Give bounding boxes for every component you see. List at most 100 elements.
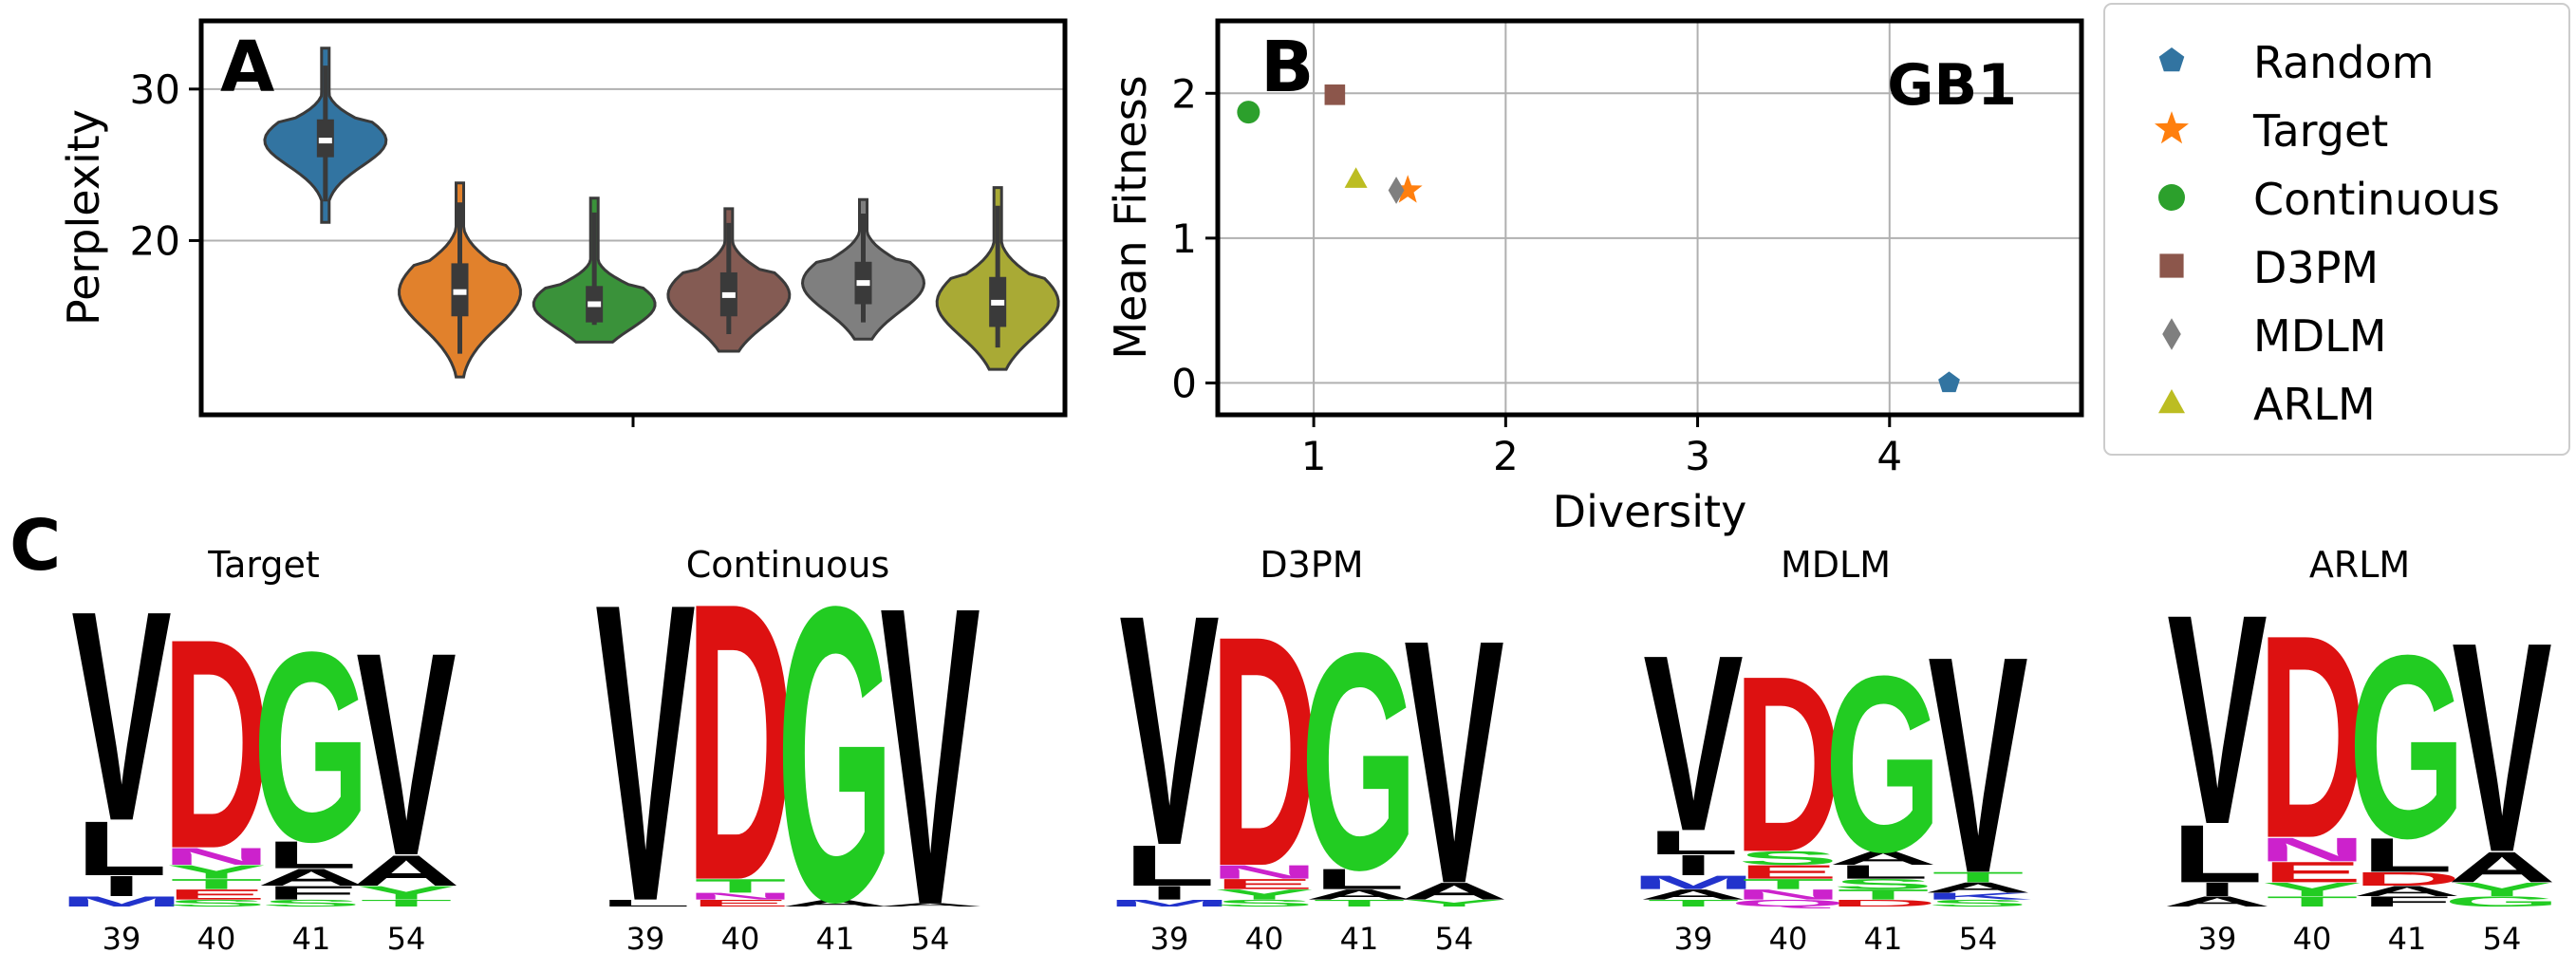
logo-letter: V (2452, 580, 2552, 915)
logo-letter: A (781, 898, 889, 908)
logo-position-label: 39 (1674, 921, 1713, 957)
legend-label-d3pm: D3PM (2253, 242, 2379, 293)
panel-b-xtick-label: 3 (1685, 433, 1710, 479)
legend-marker-d3pm (2159, 253, 2184, 278)
logo-letter: S (1214, 898, 1315, 908)
point-continuous (1237, 101, 1260, 124)
panel-a-violins (263, 47, 1060, 379)
panel-b-letter: B (1260, 27, 1314, 108)
logo-letter: M (1631, 871, 1756, 893)
logo-letter: Y (1404, 898, 1504, 908)
logo-letter: D (2258, 574, 2366, 899)
logo-letter: Y (2262, 879, 2362, 901)
logo-letter: E (2262, 856, 2362, 888)
logo-letter: A (1400, 878, 1508, 906)
panel-b-ytick-label: 0 (1171, 360, 1197, 406)
logo-letter: D (1210, 568, 1318, 935)
logo-title: Target (207, 544, 320, 586)
logo-letter: V (1119, 547, 1220, 914)
legend-label-target: Target (2252, 105, 2388, 157)
logo-letter: G (1300, 589, 1417, 935)
logo-letter: Y (356, 882, 457, 904)
logo-title: MDLM (1781, 544, 1891, 586)
logo-letter: V (1643, 604, 1744, 884)
logo-letter: V (595, 516, 696, 972)
logo-letter: M (1107, 898, 1232, 908)
panel-a-letter: A (220, 27, 274, 108)
logo-letter: S (1928, 898, 2028, 908)
logo-letter: I (2196, 879, 2238, 901)
logo-letter: I (101, 870, 142, 903)
logo-letter: A (2448, 843, 2556, 891)
panel-c-logos: TargetMILV39SETYND40SFALG41TYAV54Continu… (59, 516, 2560, 972)
logo-position-label: 40 (1245, 921, 1284, 957)
panel-c: C TargetMILV39SETYND40SFALG41TYAV54Conti… (9, 505, 2561, 972)
logo-letter: L (1314, 863, 1406, 895)
logo-letter: L (76, 805, 168, 891)
legend-frame (2103, 3, 2570, 456)
logo-letter: N (162, 843, 271, 870)
logo-letter: N (1734, 887, 1842, 903)
logo-letter: T (1743, 876, 1835, 892)
panel-b-ticks: 1 2 3 4 0 1 2 (1171, 70, 1902, 479)
logo-letter: G (776, 519, 893, 972)
logo-letter: A (2163, 893, 2271, 909)
legend-label-continuous: Continuous (2253, 174, 2500, 225)
panel-b-xtick-label: 4 (1876, 433, 1902, 479)
logo-letter: D (162, 576, 271, 911)
logo-letter: A (1829, 848, 1937, 869)
logo-letter: F (2361, 893, 2454, 909)
legend-marker-continuous (2158, 184, 2185, 211)
logo-letter: G (1824, 625, 1941, 905)
logo-letter: V (2167, 551, 2268, 887)
logo-position-label: 41 (292, 921, 331, 957)
logo-position-label: 40 (1769, 921, 1808, 957)
logo-letter: N (1210, 861, 1318, 883)
logo-letter: A (1305, 887, 1413, 903)
panel-a-ytick-label: 30 (130, 66, 180, 113)
logo-title: D3PM (1260, 544, 1363, 586)
point-random (1938, 371, 1960, 393)
legend-label-arlm: ARLM (2253, 379, 2376, 430)
logo-letter: V (880, 519, 980, 972)
logo-letter: Y (166, 861, 267, 883)
logo-letter: Y (1214, 887, 1315, 903)
panel-b-ylabel: Mean Fitness (1105, 75, 1156, 359)
logo-letter: D (1829, 898, 1937, 908)
logo-letter: L (1838, 861, 1930, 883)
logo-letter: V (1928, 592, 2028, 938)
logo-letter: A (1924, 879, 2032, 895)
logo-letter: M (59, 893, 184, 909)
logo-position-label: 54 (911, 921, 950, 957)
panel-b: 1 2 3 4 0 1 2 B GB1 Diversity Mean Fitness (1105, 18, 2084, 537)
logo-position-label: 40 (197, 921, 236, 957)
legend-label-mdlm: MDLM (2253, 310, 2386, 362)
logo-letter: L (2361, 828, 2454, 882)
logo-letter: T (1838, 887, 1930, 903)
logo-letter: T (171, 876, 263, 892)
legend-marker-target (2155, 111, 2189, 144)
point-d3pm (1324, 84, 1346, 105)
logo-position-label: 54 (387, 921, 426, 957)
panel-a-ytick-label: 20 (130, 217, 180, 264)
violin-median (991, 299, 1005, 306)
logo-letter: A (257, 864, 365, 891)
logo-position-label: 41 (816, 921, 855, 957)
logo-letter: A (2353, 883, 2461, 899)
logo-letter: S (1738, 848, 1839, 869)
logo-letter: L (2172, 808, 2264, 900)
logo-position-label: 41 (2388, 921, 2427, 957)
panel-b-xtick-label: 2 (1493, 433, 1519, 479)
logo-letter: Q (1729, 898, 1846, 908)
logo-letter: A (876, 902, 984, 907)
panel-b-ytick-label: 2 (1171, 70, 1197, 117)
logo-letter: S (1833, 876, 1933, 892)
logo-letter: I (1148, 882, 1190, 904)
logo-letter: T (695, 875, 787, 897)
